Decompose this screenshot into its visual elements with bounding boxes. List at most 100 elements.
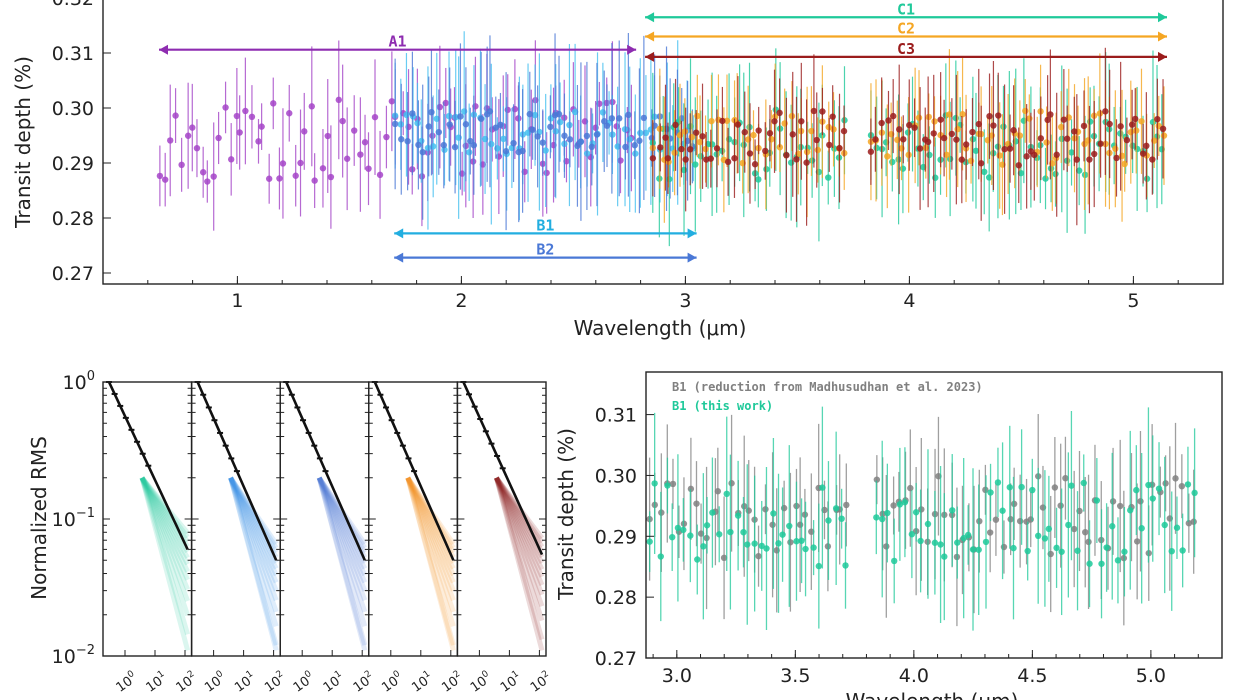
top-data-point	[556, 118, 564, 126]
b1-data-point	[755, 552, 762, 560]
top-data-point	[376, 171, 384, 179]
b1-data-point	[1138, 525, 1145, 532]
top-data-point	[446, 121, 453, 128]
b1-data-point	[740, 528, 747, 536]
top-data-point	[242, 107, 249, 115]
top-data-point	[539, 139, 546, 146]
rms-subpanels	[102, 381, 547, 657]
top-data-point	[445, 112, 453, 120]
rms-x-tick-exponent: 1	[510, 669, 520, 680]
top-data-point	[156, 172, 164, 180]
rms-fan-band	[494, 476, 545, 596]
b1-data-point	[1133, 486, 1140, 494]
top-data-point	[1017, 169, 1025, 177]
top-data-point	[1006, 145, 1014, 152]
b1-data-point	[975, 546, 982, 553]
range-arrow-head-right	[1158, 31, 1167, 42]
rms-y-ticks: 100 10−1 10−2	[52, 369, 95, 668]
b1-data-point	[1006, 484, 1013, 491]
rms-fan-band	[228, 476, 279, 592]
range-arrow-head-left	[645, 51, 655, 62]
b1-data-point	[745, 507, 752, 514]
top-data-point	[734, 121, 742, 128]
top-data-point	[707, 155, 715, 162]
b1-data-point	[987, 489, 994, 496]
top-data-point	[788, 112, 796, 120]
top-data-point	[279, 160, 287, 167]
top-data-point	[905, 151, 912, 159]
top-data-point	[686, 146, 694, 153]
top-data-point	[1138, 118, 1145, 125]
b1-x-tick-label: 3.5	[780, 665, 810, 687]
top-data-point	[193, 144, 201, 152]
top-data-point	[962, 141, 970, 148]
top-data-point	[1015, 162, 1022, 169]
top-data-point	[793, 156, 800, 163]
top-data-point	[741, 128, 748, 136]
top-data-point	[798, 118, 805, 125]
b1-x-ticks: 3.0 3.5 4.0 4.5 5.0	[652, 650, 1223, 687]
b1-data-point	[1116, 502, 1124, 510]
rms-fan-band	[494, 476, 545, 544]
top-data-point	[339, 117, 346, 125]
rms-fan-band	[140, 476, 190, 539]
rms-x-tick-label: 102	[438, 669, 466, 696]
top-data-point	[492, 124, 499, 131]
top-data-point	[926, 151, 933, 159]
top-data-point	[1044, 116, 1051, 124]
top-data-point	[210, 173, 217, 180]
range-arrow-head-left	[159, 44, 168, 55]
rms-fan-band	[139, 476, 190, 591]
rms-fan-band	[405, 476, 456, 592]
top-data-point	[1073, 156, 1081, 163]
b1-data-point	[744, 541, 751, 548]
b1-data-point	[994, 479, 1002, 486]
top-data-point	[995, 112, 1002, 119]
top-data-point	[327, 173, 335, 181]
rms-y-tick-label: 10−2	[52, 643, 95, 668]
top-data-point	[1154, 115, 1161, 123]
b1-data-point	[1178, 482, 1186, 490]
b1-data-point	[1010, 544, 1017, 552]
top-data-point	[388, 98, 396, 105]
top-data-point	[324, 132, 331, 140]
b1-data-point	[763, 545, 770, 552]
b1-data-point	[720, 554, 728, 562]
b1-data-point	[793, 538, 800, 545]
top-data-points	[156, 31, 1168, 247]
b1-data-point	[714, 488, 722, 495]
b1-data-point	[1114, 557, 1122, 564]
b1-data-point	[808, 528, 815, 535]
b1-data-point	[1184, 481, 1192, 488]
top-data-point	[419, 148, 426, 156]
top-data-point	[803, 159, 810, 166]
top-data-point	[946, 111, 953, 118]
rms-x-tick-label: 100	[112, 669, 140, 696]
rms-fan-band	[405, 477, 456, 651]
top-data-point	[1016, 132, 1024, 139]
rms-fan-band	[316, 476, 368, 613]
rms-curve	[373, 381, 455, 561]
b1-y-tick-label: 0.31	[595, 405, 637, 427]
top-data-point	[808, 127, 815, 135]
b1-data-point	[843, 501, 850, 509]
top-data-point	[813, 136, 820, 144]
top-data-point	[469, 158, 477, 165]
rms-fan-band	[228, 476, 279, 602]
b1-data-point	[964, 531, 972, 539]
top-data-point	[867, 148, 875, 155]
top-data-point	[409, 110, 416, 117]
b1-data-point	[832, 505, 840, 512]
rms-fan-band	[228, 477, 279, 627]
b1-data-point	[779, 531, 786, 538]
rms-fan-band	[405, 476, 456, 584]
b1-data-point	[931, 539, 939, 546]
b1-data-point	[1098, 560, 1105, 567]
top-data-point	[543, 169, 550, 177]
top-data-point	[472, 103, 479, 110]
b1-data-point	[727, 528, 734, 536]
rms-fan-band	[405, 477, 456, 646]
top-data-point	[351, 127, 358, 134]
top-data-point	[1058, 123, 1065, 131]
rms-fan-band	[494, 476, 545, 608]
